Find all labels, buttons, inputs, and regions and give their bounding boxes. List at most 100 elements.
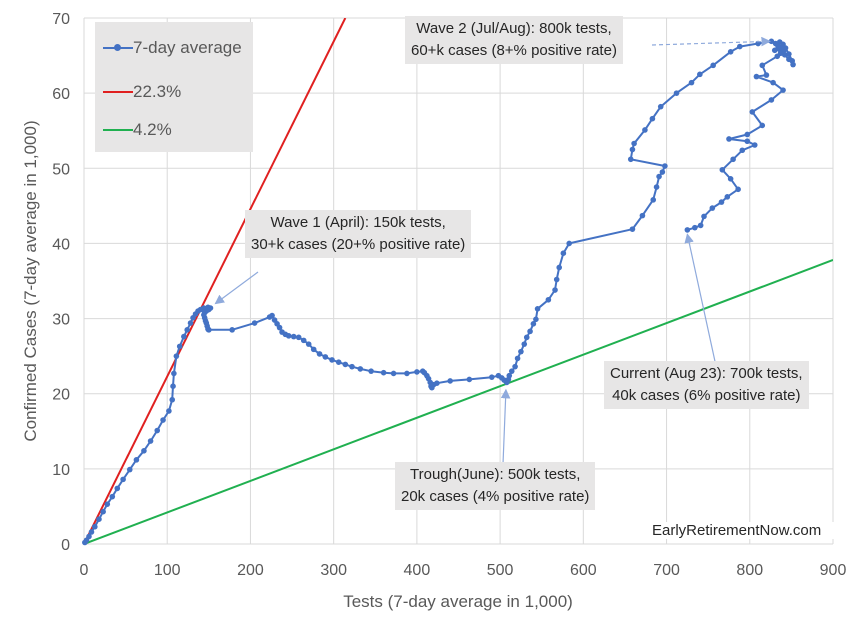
- line-4-2-percent: [84, 259, 833, 544]
- data-point: [114, 485, 121, 492]
- x-tick-label: 0: [80, 562, 89, 579]
- data-point: [631, 140, 637, 147]
- data-point: [527, 328, 533, 335]
- data-point: [771, 47, 778, 54]
- data-point: [786, 51, 792, 57]
- data-point: [187, 320, 194, 326]
- data-point: [786, 56, 792, 63]
- data-point: [518, 348, 524, 355]
- legend-swatch-green: [103, 129, 133, 131]
- data-point: [556, 264, 562, 271]
- data-point: [171, 370, 177, 377]
- annotation-arrow: [500, 388, 511, 465]
- data-point: [133, 457, 140, 463]
- data-point: [229, 327, 235, 333]
- x-tick-label: 700: [653, 562, 680, 579]
- data-point: [390, 370, 397, 377]
- data-point: [160, 417, 166, 423]
- data-series: [82, 38, 796, 546]
- y-tick-label: 70: [52, 11, 70, 28]
- data-point: [744, 138, 751, 145]
- data-point: [726, 136, 732, 142]
- data-point: [780, 87, 786, 93]
- data-point: [639, 212, 646, 219]
- data-point: [414, 369, 420, 375]
- legend-swatch-red: [103, 91, 133, 93]
- y-tick-label: 30: [52, 312, 70, 329]
- data-point: [285, 333, 292, 339]
- site-credit: EarlyRetirementNow.com: [652, 522, 842, 539]
- data-point: [790, 61, 796, 68]
- legend-item-22-3: 22.3%: [103, 80, 253, 104]
- data-point: [735, 186, 741, 193]
- data-point: [169, 396, 176, 403]
- data-point: [768, 97, 775, 103]
- data-point: [512, 363, 518, 370]
- data-point: [434, 380, 440, 386]
- x-tick-label: 300: [320, 562, 347, 579]
- x-tick-label: 900: [820, 562, 847, 579]
- annotation-line: Current (Aug 23): 700k tests,: [610, 365, 803, 382]
- reference-lines: [84, 18, 833, 544]
- data-point: [86, 533, 92, 540]
- data-point: [184, 327, 190, 333]
- legend-swatch-blue: [103, 44, 133, 51]
- data-point: [305, 341, 312, 347]
- data-point: [673, 90, 680, 96]
- x-tick-label: 100: [154, 562, 181, 579]
- x-axis-title: Tests (7-day average in 1,000): [343, 592, 573, 611]
- data-point: [530, 321, 537, 327]
- annotation-line: Wave 2 (Jul/Aug): 800k tests,: [416, 20, 612, 37]
- legend: 7-day average 22.3% 4.2%: [95, 22, 253, 152]
- annotation-line: Trough(June): 500k tests,: [410, 466, 581, 483]
- data-point: [650, 197, 657, 203]
- line-22-3-percent: [84, 18, 347, 544]
- data-point: [335, 359, 342, 365]
- y-tick-label: 10: [52, 462, 70, 479]
- data-point: [751, 142, 758, 148]
- annotation-line: 30+k cases (20+% positive rate): [251, 236, 466, 253]
- data-point: [718, 199, 725, 205]
- data-point: [560, 250, 567, 256]
- data-point: [506, 372, 513, 379]
- annotation-wave-2: Wave 2 (Jul/Aug): 800k tests, 60+k cases…: [405, 16, 623, 64]
- x-tick-label: 500: [487, 562, 514, 579]
- data-point: [166, 408, 172, 414]
- data-point: [154, 427, 161, 434]
- data-point: [659, 169, 666, 175]
- data-point: [523, 334, 530, 341]
- data-point: [719, 166, 726, 173]
- data-point: [109, 493, 116, 500]
- tick-labels: 0 100 200 300 400 500 600 700 800 900 0 10 20 30 40 50 6…: [52, 11, 846, 579]
- data-point: [176, 343, 183, 350]
- data-point: [566, 240, 572, 247]
- annotation-arrow: [214, 271, 259, 305]
- data-point: [749, 109, 756, 115]
- data-point: [120, 476, 126, 483]
- annotation-arrow: [684, 233, 717, 367]
- x-tick-label: 600: [570, 562, 597, 579]
- y-tick-label: 60: [52, 86, 70, 103]
- data-point: [96, 516, 102, 523]
- data-point: [774, 53, 781, 60]
- data-point: [759, 122, 766, 129]
- data-point: [736, 43, 743, 50]
- data-point: [629, 226, 636, 232]
- data-point: [147, 438, 154, 444]
- data-point: [656, 173, 662, 180]
- data-point: [514, 355, 521, 362]
- annotation-trough: Trough(June): 500k tests, 20k cases (4% …: [395, 462, 596, 510]
- x-tick-label: 400: [404, 562, 431, 579]
- data-point: [181, 333, 187, 340]
- data-point: [368, 368, 374, 374]
- data-point: [697, 71, 703, 78]
- data-point: [688, 79, 695, 86]
- data-point: [753, 73, 760, 80]
- data-point: [141, 448, 147, 454]
- data-point: [739, 147, 746, 154]
- data-point: [100, 508, 106, 515]
- annotation-current: Current (Aug 23): 700k tests, 40k cases …: [604, 361, 809, 409]
- data-point: [744, 131, 751, 138]
- data-point: [759, 62, 766, 69]
